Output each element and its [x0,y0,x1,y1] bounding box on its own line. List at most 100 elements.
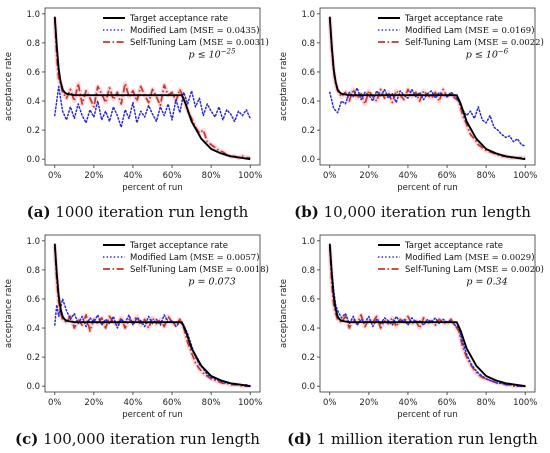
y-tick-label: 0.4 [26,324,40,334]
y-tick-label: 0.8 [301,39,315,49]
y-tick-label: 0.6 [26,295,40,305]
panel-caption: (c) 100,000 iteration run length [0,430,275,448]
y-tick-label: 0.2 [301,353,315,363]
x-tick-label: 0% [323,171,337,181]
plot-frame [319,234,536,393]
y-tick-label: 0.8 [26,39,40,49]
x-tick-label: 80% [477,171,496,181]
legend-entry: Target acceptance rate [404,241,503,251]
y-tick-label: 0.6 [26,68,40,78]
x-axis-label: percent of run [122,410,182,420]
y-tick-label: 0.0 [301,382,315,392]
y-tick-label: 0.6 [301,68,315,78]
p-value-annotation: p ≤ 10−6 [466,47,509,60]
p-value-annotation: p ≤ 10−25 [189,47,236,60]
legend-entry: Modified Lam (MSE = 0.0057) [130,253,260,263]
y-tick-label: 0.8 [301,266,315,276]
series-line-target-acceptance-rate [53,243,251,388]
x-axis-label: percent of run [397,410,457,420]
panel-label: (d) [287,430,312,448]
y-tick-label: 0.0 [301,155,315,165]
y-axis-label: acceptance rate [4,52,14,121]
x-tick-label: 80% [477,398,496,408]
x-tick-label: 100% [238,398,262,408]
y-tick-label: 0.0 [26,382,40,392]
plot-frame [319,7,536,166]
x-tick-label: 80% [202,398,221,408]
x-tick-label: 0% [48,171,62,181]
x-tick-label: 0% [323,398,337,408]
series-line-modified-lam [54,85,251,128]
legend-entry: Self-Tuning Lam (MSE = 0.0031) [130,38,269,48]
legend-entry: Target acceptance rate [129,14,228,24]
x-tick-label: 40% [399,398,418,408]
x-tick-label: 60% [163,171,182,181]
x-tick-label: 40% [124,398,143,408]
legend-entry: Self-Tuning Lam (MSE = 0.0018) [130,265,269,275]
y-axis-label: acceptance rate [279,279,289,348]
series-line-target-acceptance-rate [328,243,526,388]
y-axis-label: acceptance rate [4,279,14,348]
x-tick-label: 60% [438,398,457,408]
x-tick-label: 100% [513,171,537,181]
chart-panel-1: 0.0 0.2 0.4 0.6 0.8 1.0 0% 20% 40% 60% 80% 100% perc… [4,7,269,193]
y-tick-label: 0.0 [26,155,40,165]
y-tick-label: 0.2 [26,353,40,363]
y-tick-label: 1.0 [26,10,40,20]
x-axis-label: percent of run [397,183,457,193]
y-axis-label: acceptance rate [279,52,289,121]
x-tick-label: 20% [84,171,103,181]
series-line-modified-lam [329,87,526,147]
panel-caption-text: 100,000 iteration run length [43,430,260,448]
legend-entry: Target acceptance rate [404,14,503,24]
x-tick-label: 100% [238,171,262,181]
x-tick-label: 100% [513,398,537,408]
series-line-self-tuning-lam [53,18,251,159]
x-tick-label: 40% [399,171,418,181]
x-tick-label: 40% [124,171,143,181]
panel-caption-text: 1 million iteration run length [316,430,538,448]
legend-entry: Target acceptance rate [129,241,228,251]
chart-panel-4: 0.0 0.2 0.4 0.6 0.8 1.0 0% 20% 40% 60% 80% 100% perc… [279,234,544,420]
y-tick-label: 0.4 [301,324,315,334]
x-tick-label: 20% [359,398,378,408]
series-line-self-tuning-lam [53,245,251,388]
legend-entry: Modified Lam (MSE = 0.0435) [130,26,260,36]
legend-entry: Self-Tuning Lam (MSE = 0.0022) [405,38,544,48]
x-tick-label: 0% [48,398,62,408]
legend-entry: Modified Lam (MSE = 0.0029) [405,253,535,263]
legend-entry: Modified Lam (MSE = 0.0169) [405,26,535,36]
y-tick-label: 0.4 [26,97,40,107]
x-tick-label: 20% [84,398,103,408]
y-tick-label: 0.2 [26,126,40,136]
x-tick-label: 60% [438,171,457,181]
y-tick-label: 1.0 [26,237,40,247]
panel-caption: (b) 10,000 iteration run length [275,203,550,221]
p-value-annotation: p = 0.073 [188,276,235,287]
y-tick-label: 0.2 [301,126,315,136]
panel-label: (c) [15,430,39,448]
panel-caption-text: 10,000 iteration run length [323,203,531,221]
legend-entry: Self-Tuning Lam (MSE = 0.0020) [405,265,544,275]
y-tick-label: 1.0 [301,10,315,20]
x-tick-label: 80% [202,171,221,181]
x-tick-label: 20% [359,171,378,181]
panel-label: (a) [26,203,51,221]
panel-caption: (d) 1 million iteration run length [275,430,550,448]
chart-panel-2: 0.0 0.2 0.4 0.6 0.8 1.0 0% 20% 40% 60% 80% 100% perc… [279,7,544,193]
x-tick-label: 60% [163,398,182,408]
panel-label: (b) [294,203,319,221]
y-tick-label: 0.8 [26,266,40,276]
chart-panel-3: 0.0 0.2 0.4 0.6 0.8 1.0 0% 20% 40% 60% 80% 100% perc… [4,234,269,420]
series-line-target-acceptance-rate [328,16,526,161]
x-axis-label: percent of run [122,183,182,193]
series-line-target-acceptance-rate [53,16,251,161]
panel-caption: (a) 1000 iteration run length [0,203,275,221]
plot-frame [44,234,261,393]
y-tick-label: 0.4 [301,97,315,107]
y-tick-label: 1.0 [301,237,315,247]
p-value-annotation: p = 0.34 [466,276,507,287]
y-tick-label: 0.6 [301,295,315,305]
panel-caption-text: 1000 iteration run length [55,203,249,221]
